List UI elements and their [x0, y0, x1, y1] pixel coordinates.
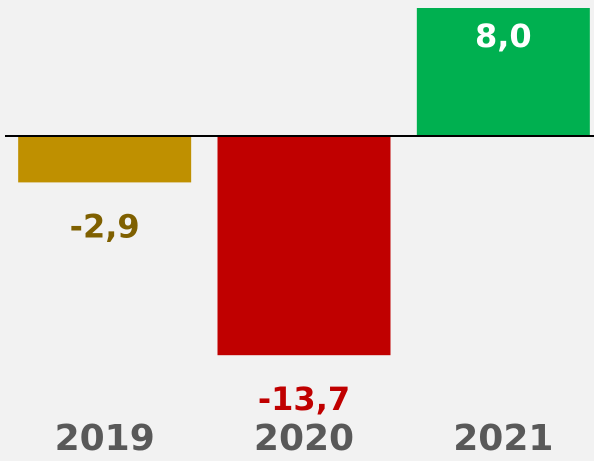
bar	[416, 8, 590, 136]
x-tick-label: 2020	[254, 418, 354, 459]
data-label: -13,7	[258, 380, 350, 418]
x-tick-label: 2019	[55, 418, 155, 459]
data-label: -2,9	[70, 207, 140, 245]
bar	[217, 136, 391, 356]
bar	[18, 136, 192, 183]
data-label: 8,0	[475, 17, 532, 55]
x-tick-label: 2021	[453, 418, 553, 459]
